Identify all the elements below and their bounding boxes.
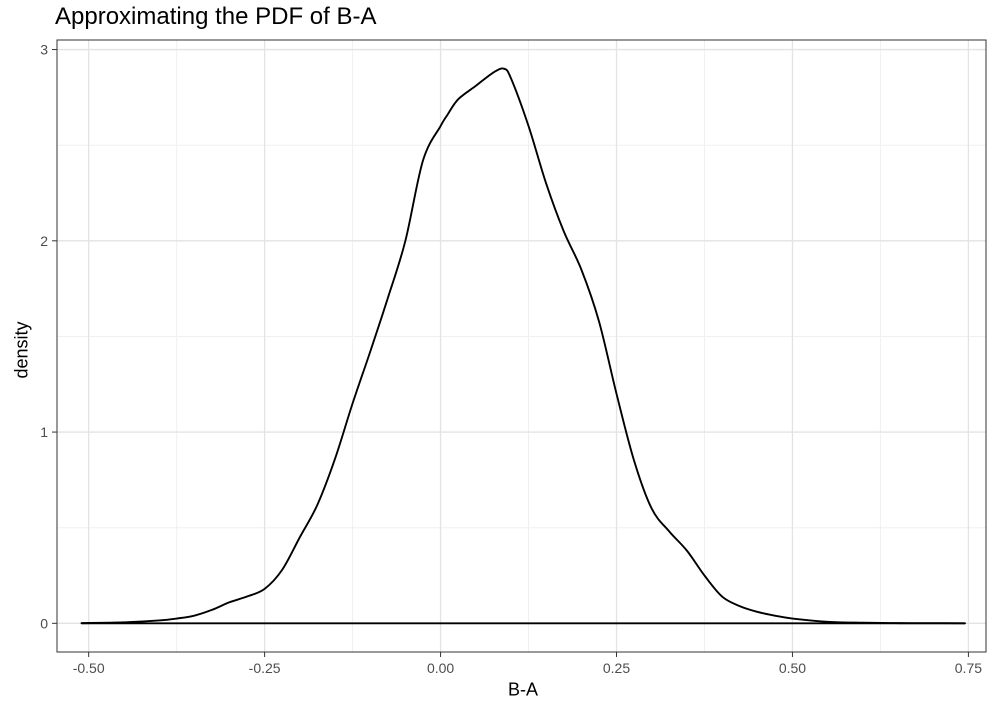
x-tick-label: 0.50 — [779, 660, 806, 676]
y-axis-label: density — [11, 321, 32, 379]
x-axis: -0.50 -0.25 0.00 0.25 0.50 0.75 — [73, 652, 982, 676]
y-tick-label: 3 — [40, 42, 48, 58]
x-tick-label: 0.75 — [955, 660, 982, 676]
plot-panel-border — [56, 39, 987, 653]
y-tick-label: 2 — [40, 233, 48, 249]
x-tick-label: 0.00 — [427, 660, 454, 676]
y-axis: 0 1 2 3 — [40, 42, 57, 631]
density-curve — [80, 67, 966, 625]
plot-panel-background — [57, 40, 986, 652]
x-axis-label: B-A — [507, 679, 539, 700]
y-tick-label: 0 — [40, 615, 48, 631]
y-tick-label: 1 — [40, 424, 48, 440]
series-layer — [80, 67, 966, 625]
minor-gridlines — [57, 40, 986, 652]
x-tick-label: -0.50 — [73, 660, 105, 676]
chart-title: Approximating the PDF of B-A — [55, 3, 377, 30]
x-tick-label: 0.25 — [603, 660, 630, 676]
x-tick-label: -0.25 — [249, 660, 281, 676]
